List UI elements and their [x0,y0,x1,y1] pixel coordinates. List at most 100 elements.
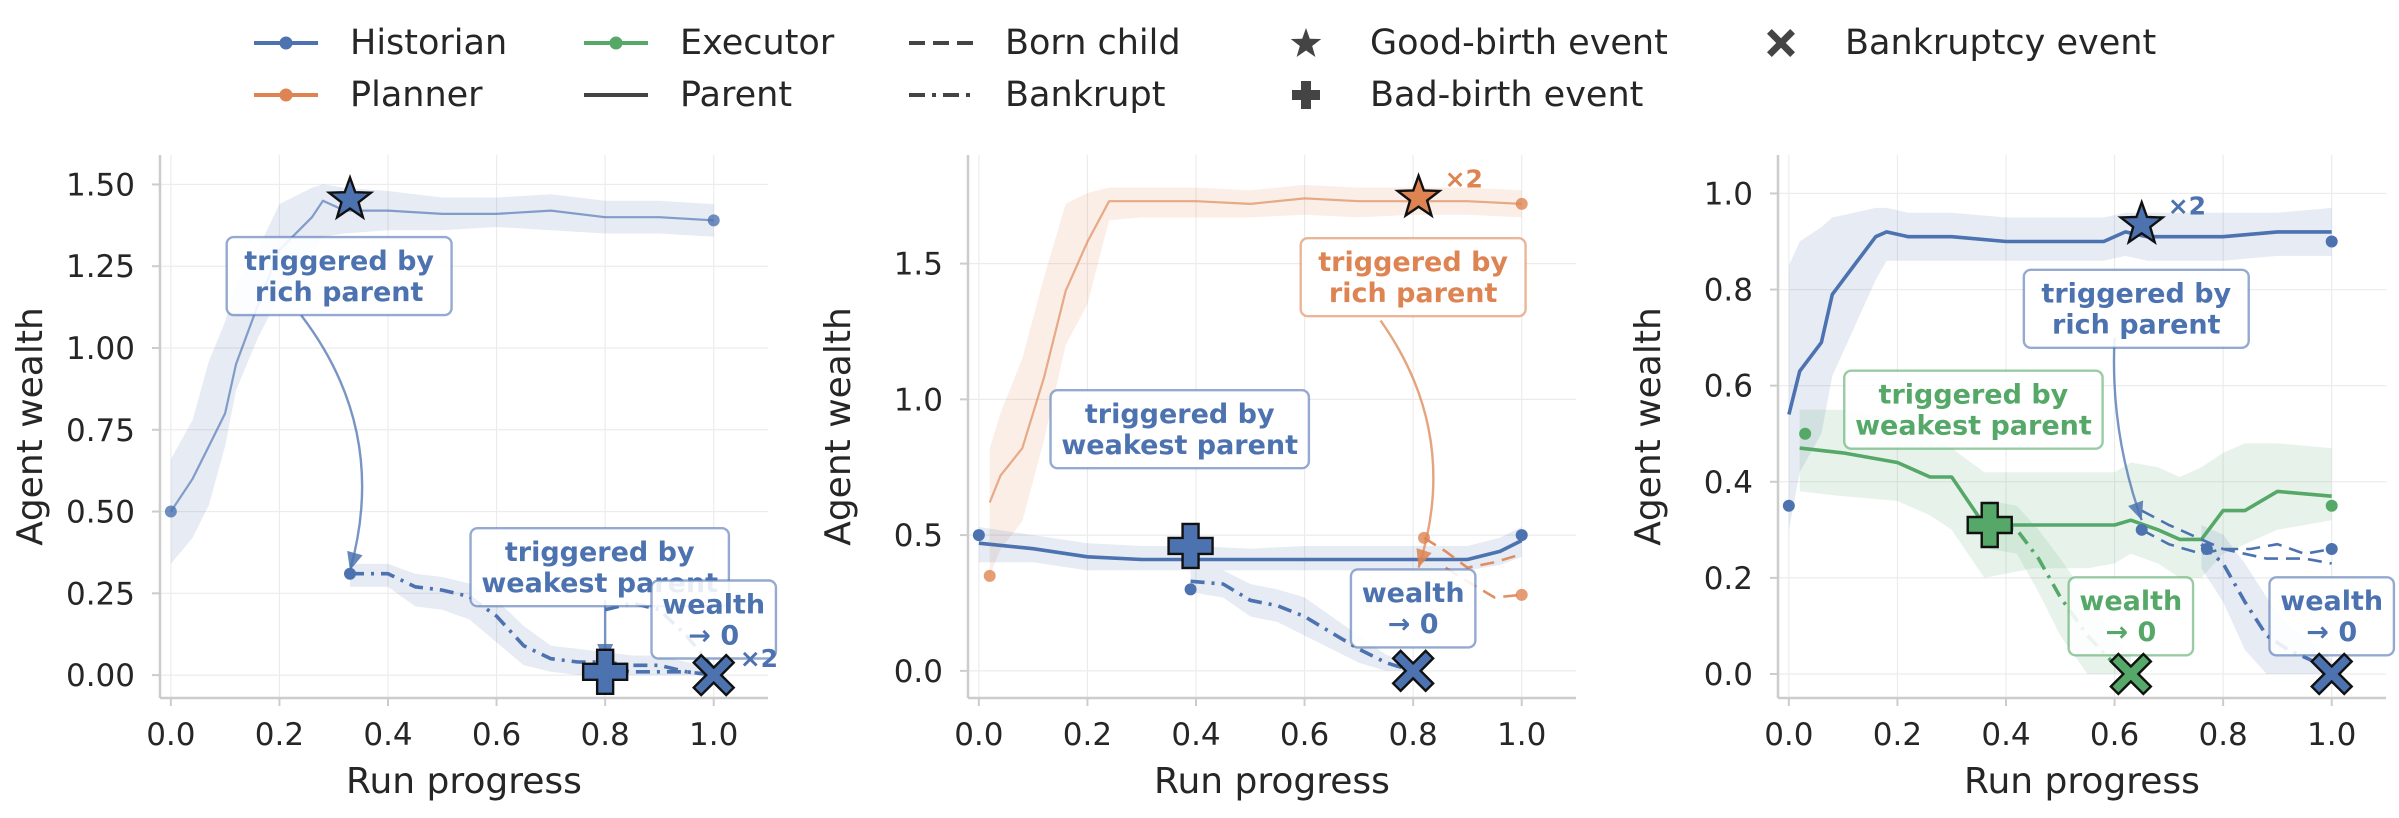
x-tick-label: 0.4 [1171,717,1220,753]
series-point [344,567,356,580]
x-tick-label: 0.6 [472,717,521,753]
annotation-text: wealth → 0 [1362,578,1465,640]
uncertainty-band [1799,409,2332,578]
x-tick-label: 0.4 [1981,717,2030,753]
annotation-arrowhead [347,550,363,571]
legend-glyph-line-dashdot-icon [909,93,973,97]
x-tick-label: 0.6 [1280,717,1329,753]
x-tick-label: 0.2 [1873,717,1922,753]
y-axis-label: Agent wealth [1628,307,1669,546]
annotation-arrow [2112,337,2143,521]
figure-legend: Historian Planner Executor Parent Born child… [0,0,2399,130]
series-point [1515,197,1528,210]
y-tick-label: 0.25 [66,576,135,612]
legend-glyph-line-dashed-icon [909,41,973,45]
annotation-text: wealth → 0 [2079,586,2182,648]
legend-item-parent: Parent [580,70,792,120]
x-tick-label: 0.2 [1063,717,1112,753]
legend-glyph-line-solid-icon [584,93,648,97]
series-point [972,529,985,542]
y-tick-label: 0.5 [894,518,943,554]
legend-label: Parent [680,75,793,115]
annotation-text: triggered by rich parent [244,246,434,308]
y-tick-label: 1.0 [894,382,943,418]
annotation-text: wealth → 0 [2280,586,2383,648]
x-tick-label: 1.0 [689,717,738,753]
series-point [2325,235,2338,248]
series-point [1799,427,1812,440]
legend-item-historian: Historian [250,18,507,68]
x-tick-label: 0.0 [1764,717,1813,753]
legend-label: Bad-birth event [1370,75,1644,115]
event-marker-plus [581,648,629,696]
x-axis-label: Run progress [1964,761,2200,802]
x-tick-label: 0.2 [255,717,304,753]
series-line-historian-parent [169,199,714,513]
annotation-box: wealth → 0 [2067,576,2195,657]
uncertainty-band [978,527,1522,571]
y-tick-label: 0.0 [1704,657,1753,693]
y-tick-label: 0.50 [66,495,135,531]
series-point [1515,529,1528,542]
legend-item-planner: Planner [250,70,483,120]
legend-label: Bankruptcy event [1845,23,2157,63]
y-axis-label: Agent wealth [818,307,859,546]
series-point [164,505,177,518]
legend-label: Executor [680,23,835,63]
event-marker-x [1391,649,1435,693]
x-tick-label: 0.8 [2198,717,2247,753]
y-tick-label: 0.4 [1704,465,1753,501]
event-marker-star [325,173,375,221]
legend-label: Bankrupt [1005,75,1166,115]
x-tick-label: 0.6 [2090,717,2139,753]
annotation-text: triggered by weakest parent [1061,399,1298,461]
x-tick-label: 1.0 [2307,717,2356,753]
legend-item-bankrupt: Bankrupt [905,70,1165,120]
y-tick-label: 1.25 [66,249,135,285]
series-point [1782,499,1795,512]
event-marker-plus [1966,501,2013,549]
event-marker-star [2117,198,2167,245]
y-tick-label: 1.5 [894,247,943,283]
legend-item-bad-birth-event: Bad-birth event [1270,70,1643,120]
x-tick-label: 0.8 [580,717,629,753]
annotation-box: wealth → 0 [1349,568,1477,649]
y-tick-label: 0.75 [66,413,135,449]
legend-item-born-child: Born child [905,18,1181,68]
event-marker-x [692,653,736,697]
y-tick-label: 0.8 [1704,273,1753,309]
chart-panel-3: 0.0 0.2 0.4 0.6 0.8 1.0 0.0 0.2 0.4 0.6 0.8 1.0 Run … [1628,155,2396,802]
legend-item-bankruptcy-event: Bankruptcy event [1745,18,2156,68]
y-axis-label: Agent wealth [10,307,51,546]
event-marker-x [2109,652,2153,696]
event-marker-x [2310,652,2354,696]
annotation-box: triggered by weakest parent [1843,369,2104,450]
series-point [1515,588,1528,601]
y-tick-label: 1.00 [66,331,135,367]
x-axis-label: Run progress [346,761,582,802]
series-point [983,569,996,582]
uncertainty-band [170,184,714,564]
annotation-text: triggered by weakest parent [1855,380,2092,442]
annotation-arrowhead [2128,500,2144,521]
legend-glyph-line-marker-icon [254,88,318,102]
x-tick-label: 0.4 [363,717,412,753]
series-line-historian-parent [1787,230,2332,415]
event-count-badge: ×2 [740,644,778,673]
y-tick-label: 0.6 [1704,369,1753,405]
series-line-historian-bankrupt [350,571,714,677]
series-line-historian-born-child [2141,509,2332,565]
series-line-executor-parent [1799,446,2332,542]
annotation-box: triggered by rich parent [225,235,453,317]
x-axis-label: Run progress [1154,761,1390,802]
series-point [707,214,720,227]
legend-label: Planner [350,75,483,115]
annotation-arrow [1379,319,1435,569]
series-point [2200,543,2213,556]
y-tick-label: 1.0 [1704,176,1753,212]
event-count-badge: ×2 [2168,191,2206,220]
annotation-arrow [300,314,364,571]
legend-label: Good-birth event [1370,23,1668,63]
series-line-historian-bankrupt [604,666,714,677]
